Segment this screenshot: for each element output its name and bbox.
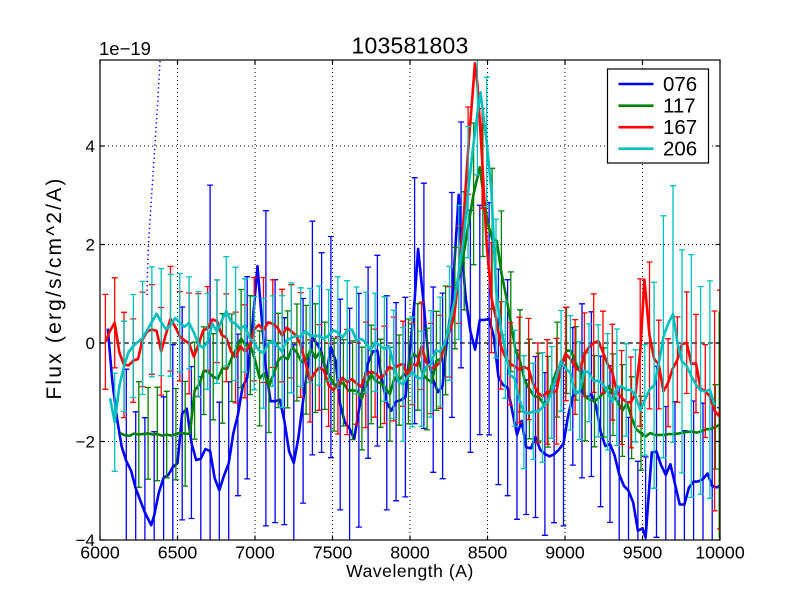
svg-text:0: 0 bbox=[86, 334, 95, 353]
svg-text:10000: 10000 bbox=[695, 543, 745, 563]
svg-text:8000: 8000 bbox=[390, 543, 430, 563]
svg-text:−2: −2 bbox=[76, 433, 95, 452]
svg-text:9000: 9000 bbox=[545, 543, 585, 563]
svg-text:076: 076 bbox=[663, 73, 697, 96]
svg-text:206: 206 bbox=[663, 138, 697, 161]
svg-text:2: 2 bbox=[86, 236, 95, 255]
svg-text:7000: 7000 bbox=[235, 543, 275, 563]
svg-text:Flux (erg/s/cm^2/A): Flux (erg/s/cm^2/A) bbox=[43, 176, 66, 399]
svg-text:9500: 9500 bbox=[623, 543, 663, 563]
svg-text:4: 4 bbox=[86, 137, 95, 156]
svg-text:6000: 6000 bbox=[80, 543, 120, 563]
svg-text:Wavelength (A): Wavelength (A) bbox=[346, 561, 474, 581]
svg-text:103581803: 103581803 bbox=[352, 33, 469, 59]
svg-text:1e−19: 1e−19 bbox=[99, 38, 151, 59]
svg-text:117: 117 bbox=[663, 95, 696, 118]
svg-text:−4: −4 bbox=[76, 531, 95, 550]
svg-text:6500: 6500 bbox=[158, 543, 198, 563]
svg-text:7500: 7500 bbox=[313, 543, 353, 563]
svg-text:8500: 8500 bbox=[468, 543, 508, 563]
svg-text:167: 167 bbox=[663, 116, 697, 139]
